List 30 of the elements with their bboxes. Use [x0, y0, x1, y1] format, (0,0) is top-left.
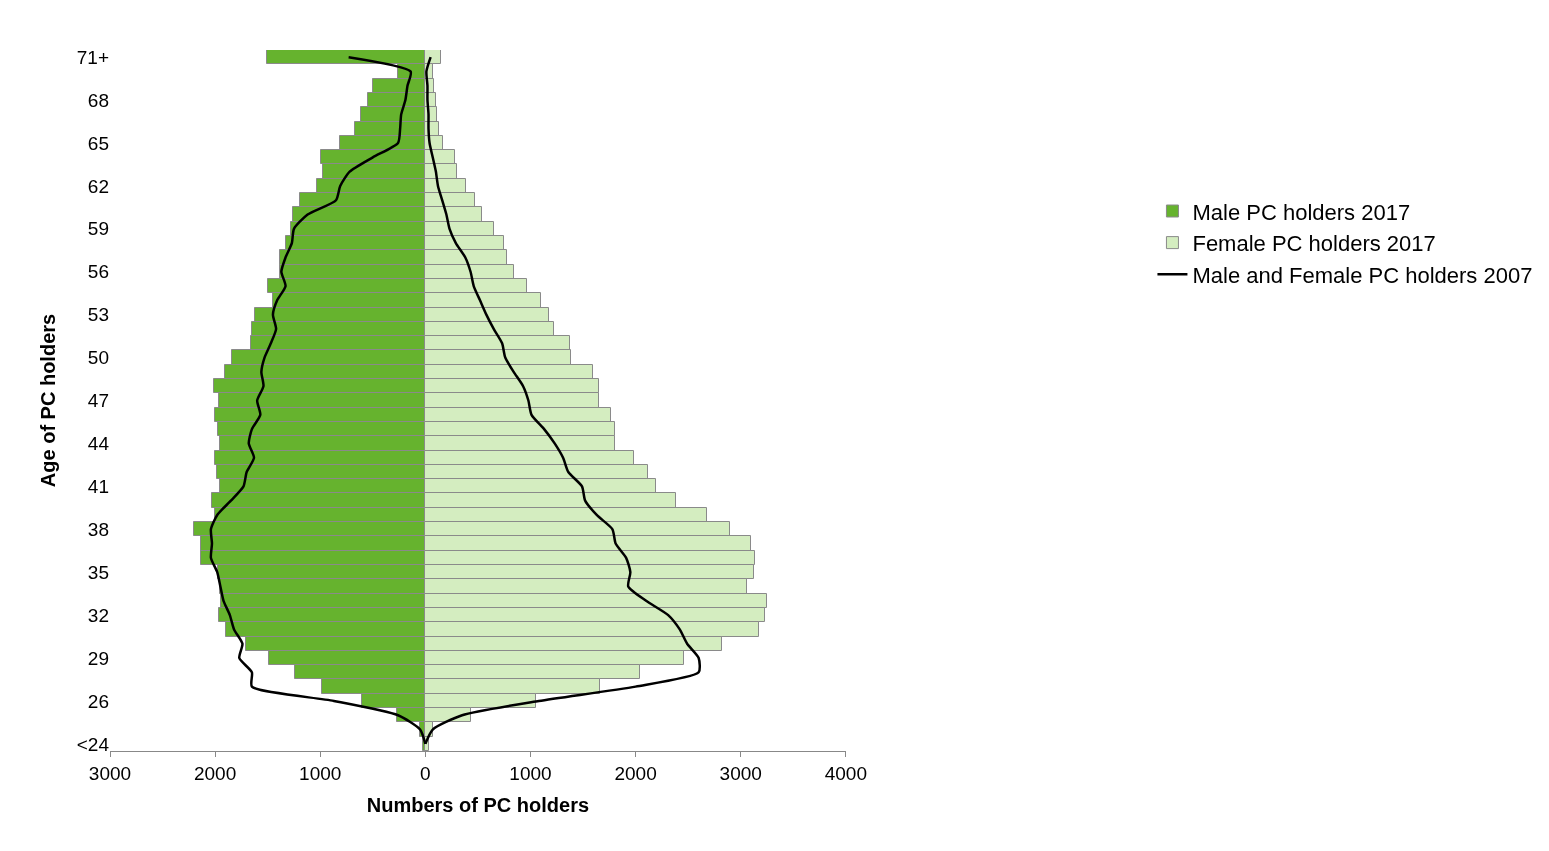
y-tick-label: 38	[87, 518, 109, 540]
y-tick-label: 71+	[76, 46, 109, 68]
x-tick-label: 3000	[88, 762, 132, 784]
y-axis-title: Age of PC holders	[37, 313, 60, 488]
legend-label: Female PC holders 2017	[1192, 231, 1436, 257]
y-tick-label: 50	[87, 347, 109, 369]
x-axis-title: Numbers of PC holders	[366, 794, 590, 817]
y-tick-label: 59	[87, 218, 109, 240]
x-tick-label: 4000	[824, 762, 867, 784]
legend-label: Male PC holders 2017	[1192, 199, 1411, 225]
y-tick-label: 65	[87, 132, 109, 154]
x-tick-label: 0	[420, 762, 431, 784]
y-tick-label: 68	[87, 89, 109, 111]
y-tick-label: 29	[87, 647, 109, 669]
x-tick-label: 1000	[299, 762, 342, 784]
y-tick-label: 35	[87, 561, 109, 583]
y-tick-label: 26	[87, 690, 109, 712]
y-tick-label: 53	[87, 304, 109, 326]
y-tick-label: 47	[87, 390, 109, 412]
x-tick-label: 2000	[193, 762, 237, 784]
x-tick-label: 1000	[509, 762, 552, 784]
y-tick-label: 41	[87, 475, 109, 497]
y-tick-label: 32	[87, 604, 109, 626]
y-tick-label: 44	[87, 433, 110, 455]
x-tick-label: 2000	[614, 762, 657, 784]
y-tick-label: 62	[87, 175, 109, 197]
x-tick-label: 3000	[719, 762, 762, 784]
y-tick-label: 56	[87, 261, 109, 283]
legend-label: Male and Female PC holders 2007	[1192, 262, 1533, 288]
y-tick-label: <24	[76, 733, 110, 755]
